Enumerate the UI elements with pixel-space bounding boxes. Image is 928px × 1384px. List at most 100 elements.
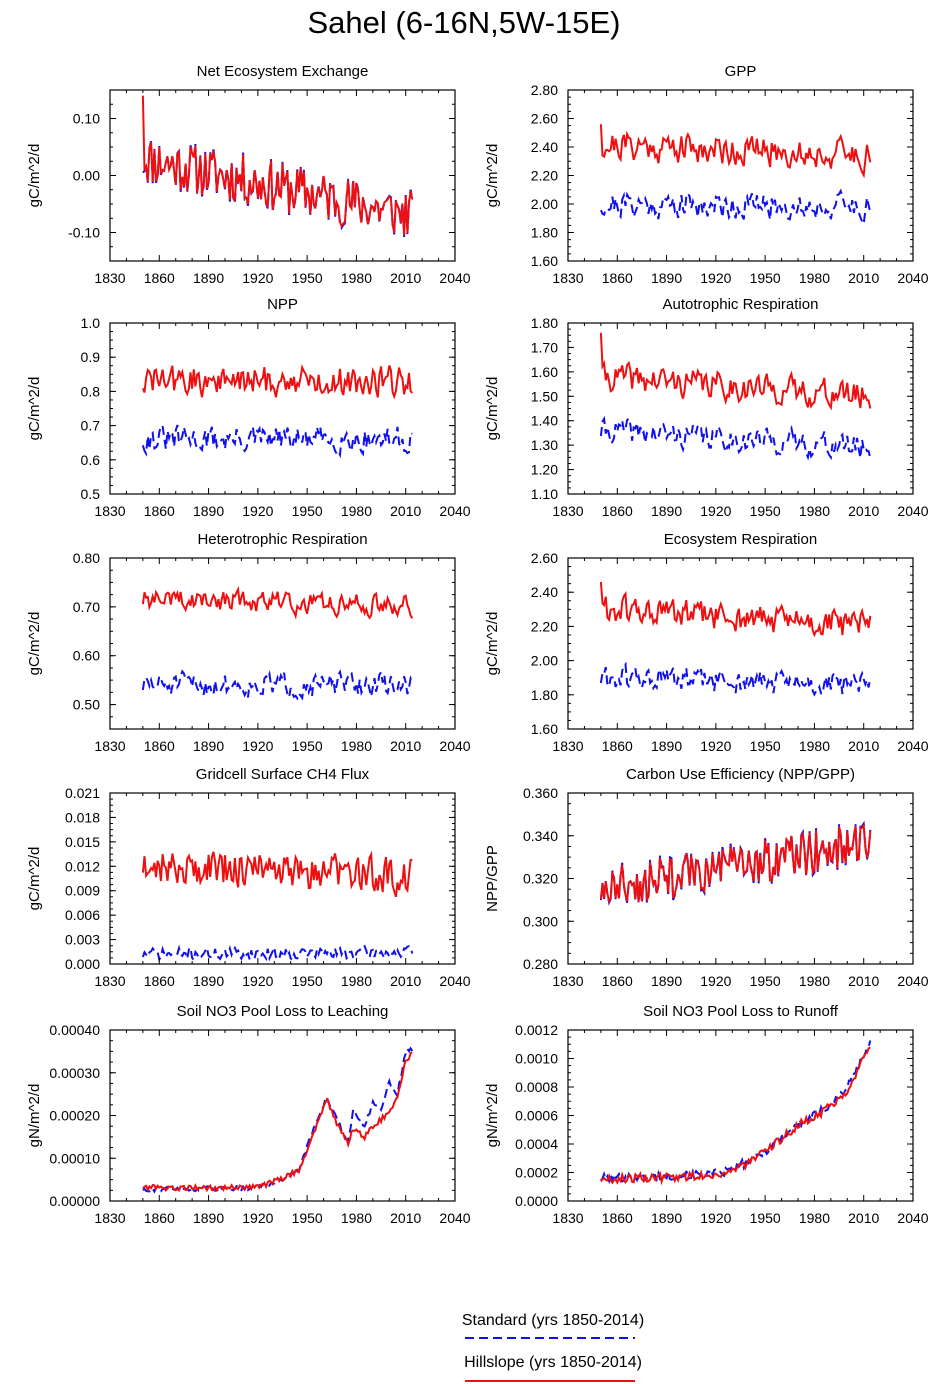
y-tick-label: 1.10 <box>531 486 558 502</box>
plot-frame <box>567 322 914 495</box>
x-tick-label: 1950 <box>292 973 323 989</box>
y-tick-label: 1.60 <box>531 253 558 269</box>
figure-title: Sahel (6-16N,5W-15E) <box>307 5 620 40</box>
panel-title: NPP <box>267 296 298 313</box>
legend: Standard (yrs 1850-2014) Hillslope (yrs … <box>462 1312 644 1382</box>
y-tick-label: 0.00010 <box>49 1150 100 1166</box>
x-tick-label: 1890 <box>651 270 682 286</box>
x-tick-label: 1950 <box>750 1210 781 1226</box>
y-tick-label: 0.00040 <box>49 1022 100 1038</box>
y-tick-label: 0.5 <box>81 486 101 502</box>
plot-frame <box>109 557 456 730</box>
x-tick-label: 2040 <box>439 738 470 754</box>
x-tick-label: 1830 <box>94 503 125 519</box>
x-tick-label: 1920 <box>242 270 273 286</box>
y-tick-label: 1.0 <box>81 315 101 331</box>
x-tick-label: 1860 <box>602 1210 633 1226</box>
y-tick-label: 2.60 <box>531 111 558 127</box>
y-tick-label: 0.50 <box>73 697 100 713</box>
series-standard-line <box>141 943 414 963</box>
y-tick-label: 0.009 <box>65 883 100 899</box>
y-tick-label: 0.00020 <box>49 1108 100 1124</box>
y-tick-label: 0.8 <box>81 383 101 399</box>
y-axis-label: gC/m^2/d <box>484 377 501 441</box>
panel-net-ecosystem-exchange: Net Ecosystem Exchange gC/m^2/d 1830 1860 18… <box>26 63 471 286</box>
panel-title: Carbon Use Efficiency (NPP/GPP) <box>626 766 855 783</box>
panel-title: Soil NO3 Pool Loss to Runoff <box>643 1003 839 1020</box>
y-tick-label: 0.0004 <box>515 1136 558 1152</box>
x-tick-label: 1980 <box>799 503 830 519</box>
x-tick-label: 1950 <box>750 738 781 754</box>
x-tick-label: 1830 <box>94 973 125 989</box>
series-hillslope-line <box>141 850 413 898</box>
x-tick-label: 1890 <box>193 1210 224 1226</box>
legend-label-hillslope: Hillslope (yrs 1850-2014) <box>464 1354 642 1371</box>
x-tick-label: 1950 <box>750 270 781 286</box>
y-tick-label: 0.280 <box>523 956 558 972</box>
x-tick-label: 1980 <box>799 738 830 754</box>
x-tick-label: 1950 <box>292 270 323 286</box>
y-tick-label: 0.012 <box>65 858 100 874</box>
y-axis-label: gC/m^2/d <box>26 144 43 208</box>
y-tick-label: 0.80 <box>73 550 100 566</box>
x-tick-label: 1980 <box>799 973 830 989</box>
x-tick-label: 2010 <box>390 503 421 519</box>
x-tick-label: 2040 <box>439 1210 470 1226</box>
y-tick-label: 0.0006 <box>515 1108 558 1124</box>
panel-autotrophic-respiration: Autotrophic Respiration gC/m^2/d 1830 1860 1… <box>484 296 928 519</box>
panel-title: Ecosystem Respiration <box>664 531 817 548</box>
y-tick-label: 0.9 <box>81 349 101 365</box>
series-standard-line <box>141 669 414 701</box>
x-tick-label: 2040 <box>439 973 470 989</box>
x-tick-label: 2010 <box>848 973 879 989</box>
y-tick-label: 0.0012 <box>515 1022 558 1038</box>
x-tick-label: 1890 <box>193 270 224 286</box>
y-tick-label: 0.00000 <box>49 1193 100 1209</box>
x-tick-label: 1980 <box>341 270 372 286</box>
x-tick-label: 2010 <box>848 1210 879 1226</box>
x-tick-label: 1920 <box>242 738 273 754</box>
panel-title: Autotrophic Respiration <box>663 296 819 313</box>
x-tick-label: 1980 <box>341 973 372 989</box>
x-tick-label: 2010 <box>390 270 421 286</box>
x-tick-label: 1830 <box>552 270 583 286</box>
y-tick-label: 0.00 <box>73 168 100 184</box>
x-tick-label: 1860 <box>144 270 175 286</box>
y-tick-label: 0.340 <box>523 828 558 844</box>
x-tick-label: 2040 <box>439 270 470 286</box>
y-tick-label: 0.0002 <box>515 1165 558 1181</box>
x-tick-label: 1890 <box>193 973 224 989</box>
y-tick-label: 2.20 <box>531 168 558 184</box>
y-tick-label: 0.003 <box>65 932 100 948</box>
x-tick-label: 1890 <box>193 503 224 519</box>
panel-soil-no3-pool-loss-to-leaching: Soil NO3 Pool Loss to Leaching gN/m^2/d 18… <box>26 1003 471 1226</box>
y-tick-label: 1.60 <box>531 721 558 737</box>
y-tick-label: 0.015 <box>65 834 100 850</box>
y-tick-label: -0.10 <box>68 225 100 241</box>
x-tick-label: 1980 <box>799 1210 830 1226</box>
y-tick-label: 1.80 <box>531 315 558 331</box>
y-tick-label: 0.0010 <box>515 1051 558 1067</box>
x-tick-label: 1980 <box>341 738 372 754</box>
x-tick-label: 2040 <box>897 1210 928 1226</box>
x-tick-label: 1920 <box>700 973 731 989</box>
plot-frame <box>567 1029 914 1202</box>
y-tick-label: 2.40 <box>531 584 558 600</box>
plot-frame <box>567 89 914 262</box>
x-tick-label: 1890 <box>193 738 224 754</box>
x-tick-label: 1860 <box>602 738 633 754</box>
y-tick-label: 0.0008 <box>515 1079 558 1095</box>
panel-title: Net Ecosystem Exchange <box>197 63 369 80</box>
panel-heterotrophic-respiration: Heterotrophic Respiration gC/m^2/d 1830 186… <box>26 531 471 754</box>
panel-title: Gridcell Surface CH4 Flux <box>196 766 370 783</box>
series-hillslope-line <box>600 1046 871 1186</box>
y-tick-label: 2.80 <box>531 82 558 98</box>
y-tick-label: 1.80 <box>531 225 558 241</box>
x-tick-label: 1890 <box>651 1210 682 1226</box>
panel-title: Soil NO3 Pool Loss to Leaching <box>177 1003 389 1020</box>
series-standard-line <box>600 1040 872 1185</box>
x-tick-label: 1920 <box>242 503 273 519</box>
y-axis-label: gN/m^2/d <box>484 1084 501 1148</box>
x-tick-label: 2010 <box>390 973 421 989</box>
y-tick-label: 0.0000 <box>515 1193 558 1209</box>
